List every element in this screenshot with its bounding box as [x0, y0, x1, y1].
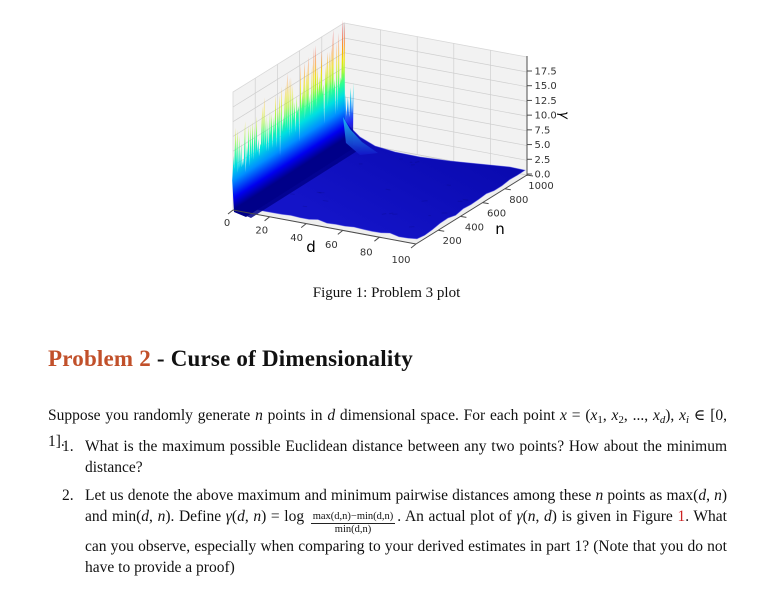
- svg-text:12.5: 12.5: [534, 96, 556, 107]
- z-axis-label: γ: [556, 111, 571, 120]
- figure-block: 0 20 40 60 80 100 200 400 600 800 1000 0.0 2.5 5.0 7.5…: [223, 19, 571, 301]
- x-axis: [227, 209, 416, 249]
- plot-ridge: [231, 19, 357, 217]
- axis-labels: d n γ: [306, 111, 571, 256]
- list-item-1: 1. What is the maximum possible Euclidea…: [62, 436, 727, 478]
- intro-paragraph: Suppose you randomly generate n points i…: [48, 406, 728, 450]
- svg-text:0: 0: [223, 218, 229, 229]
- z-axis: [526, 56, 532, 176]
- svg-text:100: 100: [391, 255, 410, 266]
- svg-text:200: 200: [442, 236, 461, 247]
- section-heading: Problem 2 - Curse of Dimensionality: [48, 346, 413, 371]
- svg-text:17.5: 17.5: [534, 67, 556, 78]
- list-number: 1.: [62, 438, 74, 455]
- svg-text:20: 20: [255, 225, 268, 236]
- svg-text:600: 600: [487, 209, 506, 220]
- list-item-text: Let us denote the above maximum and mini…: [85, 487, 728, 577]
- svg-text:7.5: 7.5: [534, 125, 550, 136]
- svg-text:40: 40: [290, 233, 303, 244]
- svg-text:400: 400: [464, 222, 483, 233]
- plot-ridge-fringe: [240, 82, 362, 219]
- list-number: 2.: [62, 487, 74, 504]
- x-axis-label: d: [306, 238, 316, 256]
- inline-fraction: max(d,n)−min(d,n) min(d,n): [310, 510, 396, 535]
- svg-text:80: 80: [359, 248, 372, 259]
- svg-text:0.0: 0.0: [534, 170, 550, 181]
- svg-text:1000: 1000: [528, 181, 553, 192]
- y-axis: [415, 174, 533, 245]
- svg-text:60: 60: [325, 240, 338, 251]
- y-axis-label: n: [495, 220, 505, 238]
- plot-surface-noise: [289, 158, 468, 228]
- list-item-text: What is the maximum possible Euclidean d…: [85, 438, 727, 476]
- list-item-2: 2. Let us denote the above maximum and m…: [62, 485, 727, 578]
- svg-text:5.0: 5.0: [534, 140, 550, 151]
- svg-text:800: 800: [509, 195, 528, 206]
- svg-text:2.5: 2.5: [534, 155, 550, 166]
- figure-caption: Figure 1: Problem 3 plot: [312, 285, 461, 301]
- figure-ref-link[interactable]: 1: [677, 508, 686, 525]
- svg-text:10.0: 10.0: [534, 111, 556, 122]
- svg-text:15.0: 15.0: [534, 81, 556, 92]
- plot-corner-falloff: [342, 117, 378, 155]
